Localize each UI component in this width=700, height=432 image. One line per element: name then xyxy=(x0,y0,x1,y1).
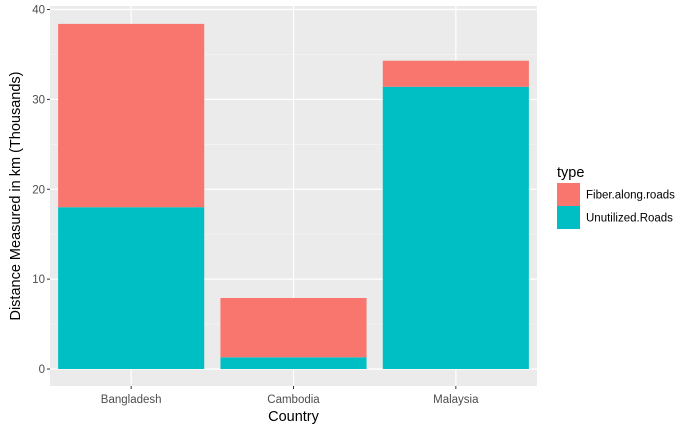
legend-label: Fiber.along.roads xyxy=(586,190,675,202)
x-tick-label: Cambodia xyxy=(267,394,320,406)
x-tick-label: Bangladesh xyxy=(101,394,162,406)
legend-key-fiber-along-roads xyxy=(557,183,580,206)
bar-bangladesh-fiber-along-roads xyxy=(58,23,205,208)
bar-bangladesh-unutilized-roads xyxy=(58,207,205,369)
y-tick-label: 30 xyxy=(32,94,45,106)
legend: type Fiber.along.roads Unutilized.Roads xyxy=(557,165,675,229)
y-axis: 0 10 20 30 40 xyxy=(32,5,50,376)
bar-cambodia-fiber-along-roads xyxy=(220,297,367,358)
y-tick-label: 20 xyxy=(32,184,45,196)
bars xyxy=(58,23,529,369)
y-axis-title: Distance Measured in km (Thousands) xyxy=(8,71,24,320)
legend-key-unutilized-roads xyxy=(557,206,580,229)
legend-label: Unutilized.Roads xyxy=(586,213,673,225)
y-tick-label: 10 xyxy=(32,274,45,286)
x-axis-title: Country xyxy=(268,409,320,425)
y-tick-label: 40 xyxy=(32,5,45,17)
legend-title: type xyxy=(557,165,584,181)
bar-malaysia-fiber-along-roads xyxy=(382,60,529,87)
x-tick-label: Malaysia xyxy=(433,394,479,406)
bar-cambodia-unutilized-roads xyxy=(220,357,367,369)
y-tick-label: 0 xyxy=(39,364,45,376)
x-axis: Bangladesh Cambodia Malaysia xyxy=(101,386,479,406)
bar-malaysia-unutilized-roads xyxy=(382,86,529,369)
